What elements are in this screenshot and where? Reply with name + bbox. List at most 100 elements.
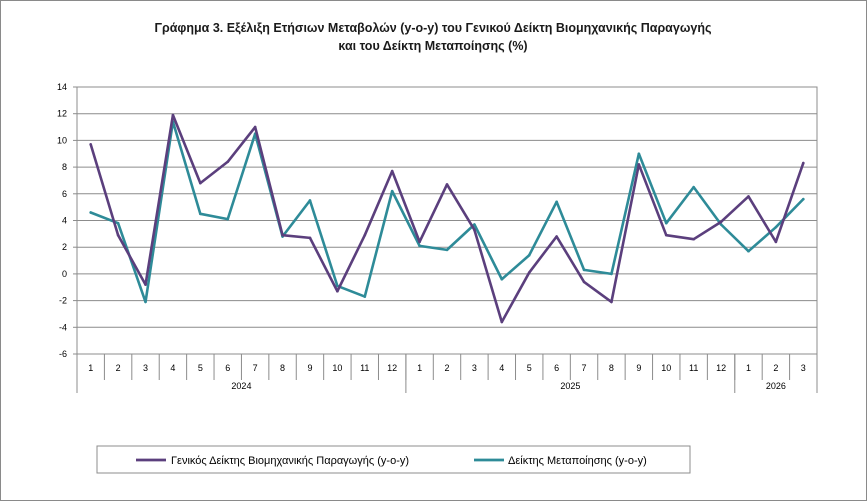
data-point [555, 235, 558, 238]
data-point [801, 161, 805, 165]
data-point [89, 143, 93, 146]
x-tick-label: 3 [472, 363, 477, 373]
data-point [418, 244, 421, 248]
y-tick-label: 4 [62, 216, 67, 226]
data-point [363, 233, 367, 237]
x-tick-label: 9 [636, 363, 641, 373]
x-tick-label: 6 [554, 363, 559, 373]
x-tick-label: 2 [116, 363, 121, 373]
y-tick-label: 2 [62, 242, 67, 252]
y-tick-label: -6 [59, 349, 67, 359]
x-tick-label: 3 [143, 363, 148, 373]
data-point [89, 211, 93, 214]
data-point [527, 271, 531, 274]
x-tick-label: 1 [417, 363, 422, 373]
x-year-label: 2025 [560, 381, 580, 391]
data-point [116, 221, 120, 225]
y-tick-label: 12 [57, 109, 67, 119]
x-tick-label: 2 [444, 363, 449, 373]
x-tick-label: 7 [253, 363, 258, 373]
data-point [774, 225, 778, 229]
y-tick-label: 0 [62, 269, 67, 279]
data-point [774, 240, 778, 244]
x-tick-label: 9 [307, 363, 312, 373]
data-point [610, 300, 613, 304]
data-point [747, 195, 750, 198]
x-tick-label: 4 [499, 363, 504, 373]
y-tick-label: 8 [62, 162, 67, 172]
data-point [253, 125, 257, 129]
data-point [582, 268, 586, 272]
x-tick-label: 10 [661, 363, 671, 373]
x-tick-label: 4 [170, 363, 175, 373]
x-tick-label: 8 [280, 363, 285, 373]
x-year-label: 2024 [231, 381, 251, 391]
y-tick-label: 14 [57, 82, 67, 92]
chart-title-line-2: και του Δείκτη Μεταποίησης (%) [338, 39, 527, 53]
data-point [418, 240, 421, 244]
x-tick-label: 11 [689, 363, 698, 373]
x-tick-label: 6 [225, 363, 230, 373]
data-point [226, 160, 230, 164]
x-tick-label: 12 [387, 363, 397, 373]
data-point [664, 233, 668, 237]
data-point [582, 280, 586, 284]
data-point [473, 223, 476, 226]
data-point [199, 181, 202, 185]
data-point [527, 253, 531, 257]
x-tick-label: 10 [332, 363, 342, 373]
data-point [610, 272, 613, 276]
x-tick-label: 2 [773, 363, 778, 373]
data-point [116, 233, 120, 237]
data-point [336, 289, 339, 293]
legend-box [96, 445, 691, 474]
data-point [308, 236, 312, 240]
data-point [226, 217, 230, 221]
legend-label-1: Γενικός Δείκτης Βιομηχανικής Παραγωγής (… [171, 455, 409, 467]
data-point [500, 320, 504, 324]
data-point [719, 220, 723, 224]
legend: Γενικός Δείκτης Βιομηχανικής Παραγωγής (… [96, 445, 691, 474]
data-point [664, 221, 668, 225]
data-point [692, 237, 695, 241]
data-point [719, 223, 723, 226]
data-point [281, 233, 284, 237]
data-point [445, 248, 449, 252]
x-tick-label: 3 [801, 363, 806, 373]
x-tick-label: 1 [746, 363, 751, 373]
data-point [445, 183, 449, 186]
data-point [390, 189, 394, 193]
x-tick-label: 12 [716, 363, 726, 373]
data-point [336, 284, 339, 288]
y-tick-label: 10 [57, 135, 67, 145]
data-point [637, 163, 641, 166]
data-point [747, 249, 750, 253]
data-point [473, 228, 476, 232]
y-tick-label: -2 [59, 296, 67, 306]
x-tick-label: 11 [360, 363, 369, 373]
y-tick-label: 6 [62, 189, 67, 199]
data-point [390, 169, 394, 173]
y-tick-label: -4 [59, 322, 67, 332]
data-point [500, 277, 504, 281]
legend-label-2: Δείκτης Μεταποίησης (y-o-y) [508, 455, 647, 467]
data-point [801, 197, 805, 201]
data-point [171, 113, 175, 117]
data-point [144, 300, 147, 304]
x-tick-label: 8 [609, 363, 614, 373]
data-point [199, 212, 202, 216]
x-tick-label: 7 [582, 363, 587, 373]
data-point [555, 200, 558, 204]
x-year-label: 2026 [766, 381, 786, 391]
x-tick-label: 5 [527, 363, 532, 373]
chart-title-line-1: Γράφημα 3. Εξέλιξη Ετήσιων Μεταβολών (y-… [155, 21, 712, 35]
x-tick-label: 5 [198, 363, 203, 373]
data-point [692, 185, 695, 189]
data-point [637, 152, 641, 156]
x-tick-label: 1 [88, 363, 93, 373]
data-point [308, 199, 312, 202]
data-point [144, 283, 147, 286]
data-point [363, 295, 367, 298]
